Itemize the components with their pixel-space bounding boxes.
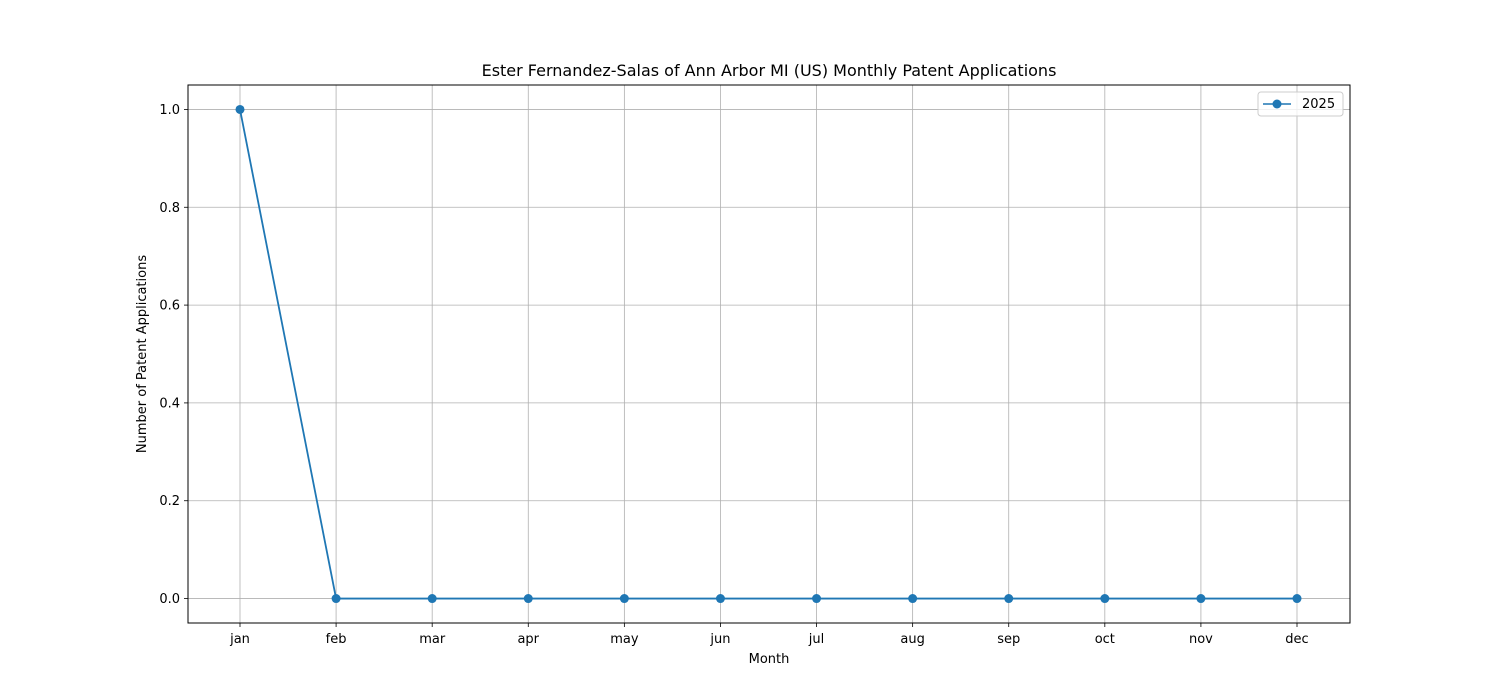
x-tick-label-jan: jan — [229, 632, 250, 647]
data-point-dec — [1293, 594, 1302, 603]
x-tick-label-oct: oct — [1095, 632, 1115, 647]
data-point-feb — [332, 594, 341, 603]
data-point-may — [620, 594, 629, 603]
chart-title: Ester Fernandez-Salas of Ann Arbor MI (U… — [482, 61, 1057, 80]
y-axis-label: Number of Patent Applications — [135, 255, 150, 453]
x-tick-label-dec: dec — [1285, 632, 1308, 647]
data-point-jan — [236, 105, 245, 114]
y-tick-label-2: 0.4 — [159, 396, 180, 411]
data-point-aug — [908, 594, 917, 603]
x-axis-label: Month — [749, 652, 790, 667]
data-point-apr — [524, 594, 533, 603]
x-tick-label-feb: feb — [326, 632, 347, 647]
y-tick-label-4: 0.8 — [159, 201, 180, 216]
data-point-mar — [428, 594, 437, 603]
y-tick-label-5: 1.0 — [159, 103, 180, 118]
x-tick-label-nov: nov — [1189, 632, 1213, 647]
y-tick-label-0: 0.0 — [159, 592, 180, 607]
x-tick-label-mar: mar — [419, 632, 446, 647]
x-tick-label-jul: jul — [808, 632, 824, 647]
x-tick-label-aug: aug — [900, 632, 924, 647]
legend: 2025 — [1258, 92, 1343, 116]
data-point-nov — [1196, 594, 1205, 603]
data-point-jul — [812, 594, 821, 603]
x-tick-label-may: may — [610, 632, 639, 647]
x-tick-label-sep: sep — [997, 632, 1020, 647]
legend-label-2025: 2025 — [1302, 97, 1335, 112]
x-tick-label-apr: apr — [517, 632, 539, 647]
y-tick-label-3: 0.6 — [159, 299, 180, 314]
y-tick-label-1: 0.2 — [159, 494, 180, 509]
x-tick-label-jun: jun — [709, 632, 730, 647]
legend-marker-2025 — [1273, 100, 1282, 109]
data-point-oct — [1100, 594, 1109, 603]
data-point-jun — [716, 594, 725, 603]
data-point-sep — [1004, 594, 1013, 603]
